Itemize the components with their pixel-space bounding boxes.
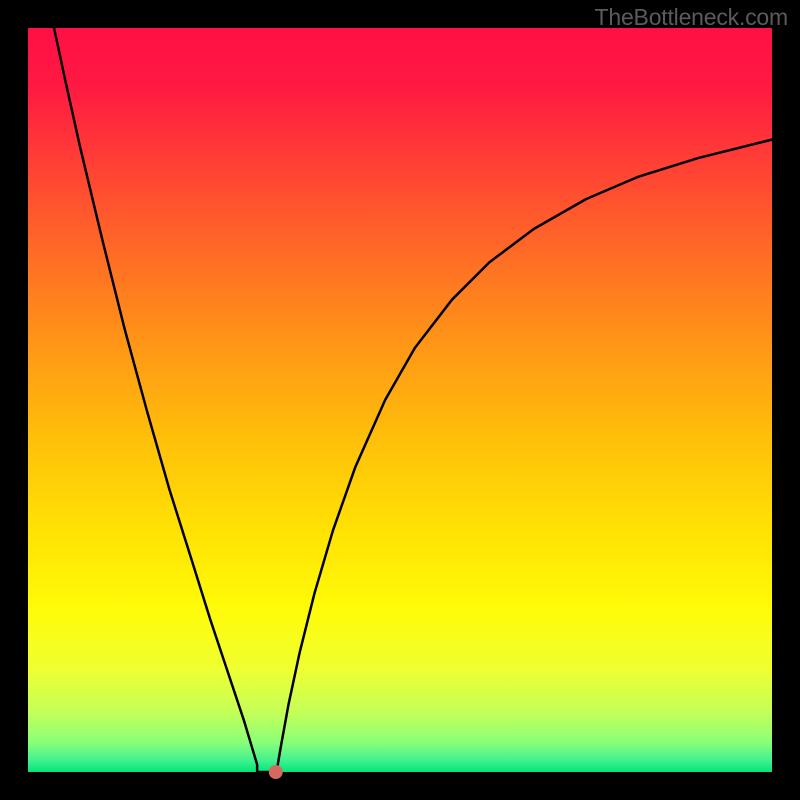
chart-container: TheBottleneck.com [0,0,800,800]
plot-background [28,28,772,772]
bottleneck-chart [0,0,800,800]
optimal-point-marker [269,765,283,779]
watermark-text: TheBottleneck.com [595,4,788,31]
